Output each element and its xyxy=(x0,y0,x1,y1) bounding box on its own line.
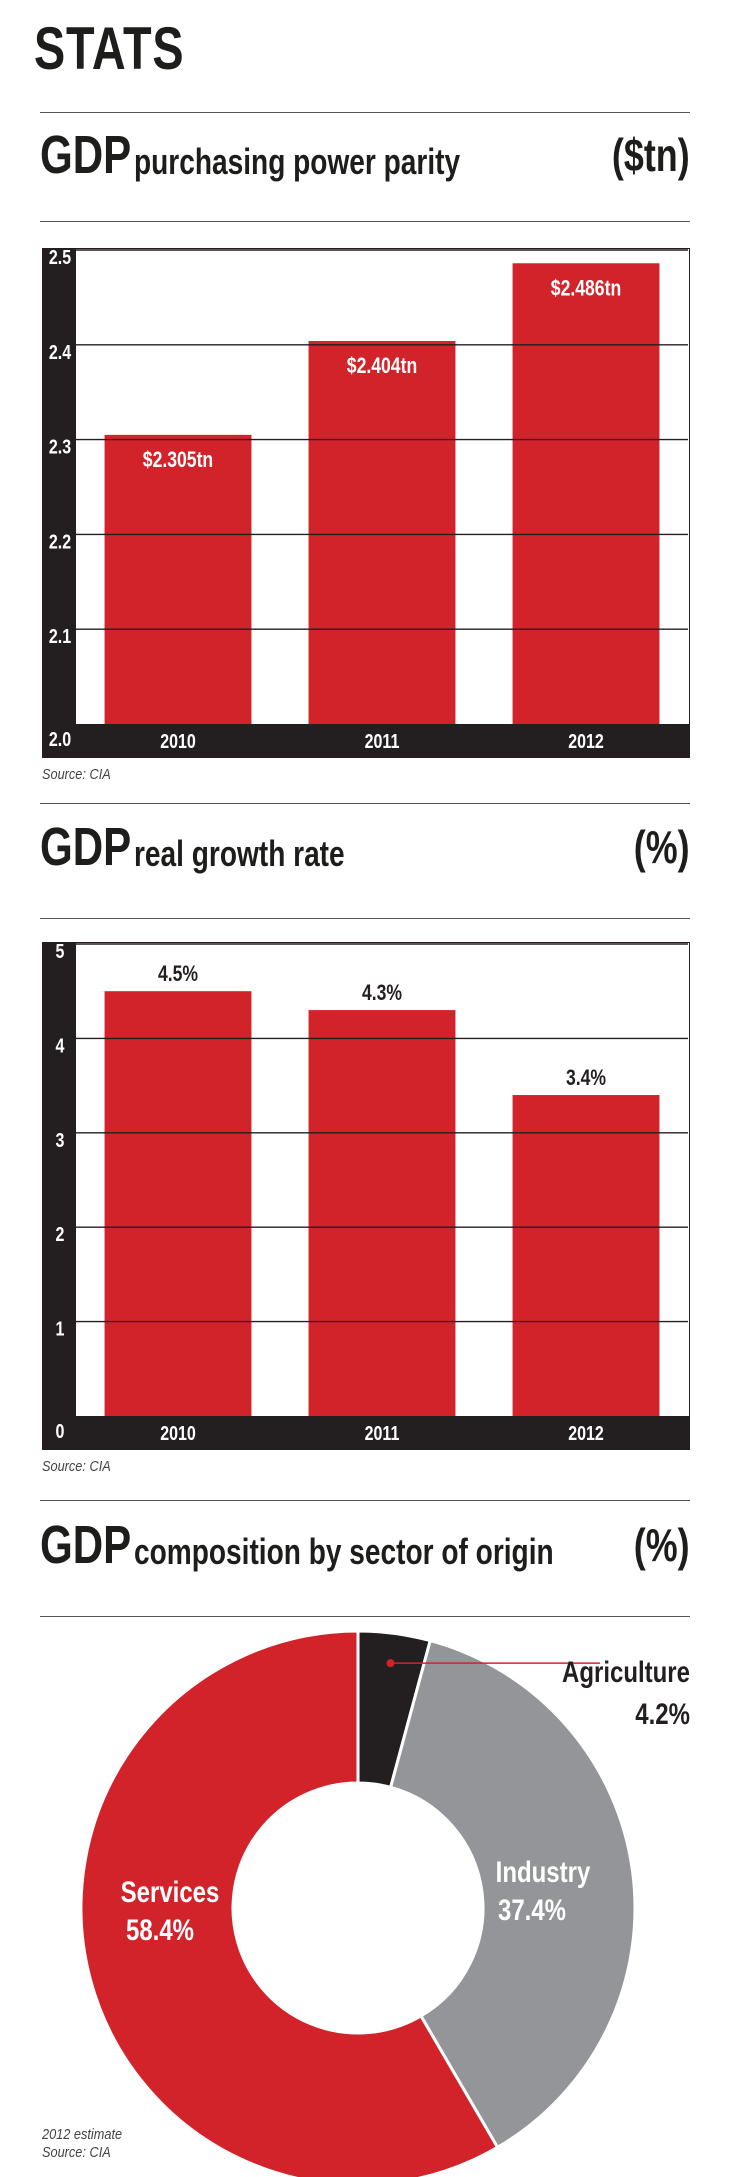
x-tick-label: 2011 xyxy=(365,730,400,752)
data-label: $2.305tn xyxy=(143,448,213,472)
bar-2012 xyxy=(512,1095,660,1416)
slice-industry xyxy=(388,1638,637,2150)
y-tick-label: 4 xyxy=(56,1035,65,1057)
y-tick-label: 5 xyxy=(56,942,65,962)
chart-heading-composition: GDP composition by sector of origin (%) xyxy=(40,1510,690,1580)
y-axis-strip xyxy=(42,942,76,1450)
source-note: 2012 estimate xyxy=(42,2126,123,2143)
source-ppp: Source: CIA xyxy=(42,766,111,783)
source-composition: Source: CIA xyxy=(42,2144,111,2161)
y-axis-strip xyxy=(42,248,76,758)
source-growth: Source: CIA xyxy=(42,1458,111,1475)
x-tick-label: 2012 xyxy=(568,730,604,752)
bar-2011 xyxy=(308,1010,456,1416)
y-tick-label: 0 xyxy=(56,1420,65,1442)
data-label: $2.404tn xyxy=(347,354,417,378)
slice-services xyxy=(79,1629,500,2177)
growth-bar-chart: 0 1 2 3 4 5 2010 2011 2012 4.5% 4.3% 3.4% xyxy=(42,942,690,1450)
divider xyxy=(40,803,690,804)
x-tick-label: 2011 xyxy=(365,1422,400,1444)
divider xyxy=(40,221,690,222)
y-tick-label: 1 xyxy=(56,1318,65,1340)
bar-2010 xyxy=(104,434,252,724)
bar-2010 xyxy=(104,991,252,1416)
bar-2011 xyxy=(308,341,456,724)
composition-donut-chart: Agriculture 4.2% Industry 37.4% Services 58.4… xyxy=(79,1629,690,2177)
industry-label: Industry xyxy=(496,1854,591,1888)
agriculture-label: Agriculture xyxy=(562,1654,690,1688)
heading-sub: purchasing power parity xyxy=(134,141,461,182)
data-label: 4.5% xyxy=(158,962,198,986)
page-title: STATS xyxy=(34,15,185,82)
chart-heading-growth: GDP real growth rate (%) xyxy=(40,812,690,882)
data-label: 4.3% xyxy=(362,981,402,1005)
agriculture-value: 4.2% xyxy=(635,1696,690,1730)
heading-unit: (%) xyxy=(634,821,690,873)
heading-sub: real growth rate xyxy=(134,833,345,874)
x-tick-label: 2010 xyxy=(160,730,196,752)
x-tick-label: 2012 xyxy=(568,1422,604,1444)
industry-value: 37.4% xyxy=(498,1892,566,1926)
heading-big: GDP xyxy=(40,817,132,877)
y-tick-label: 2.4 xyxy=(49,341,71,363)
heading-sub: composition by sector of origin xyxy=(134,1531,554,1572)
bar-2012 xyxy=(512,263,660,724)
x-axis-band xyxy=(42,1416,690,1450)
heading-unit: (%) xyxy=(634,1519,690,1571)
y-tick-label: 3 xyxy=(56,1129,65,1151)
heading-unit: ($tn) xyxy=(612,129,690,181)
heading-big: GDP xyxy=(40,125,132,185)
x-tick-label: 2010 xyxy=(160,1422,196,1444)
y-tick-label: 2.1 xyxy=(49,626,71,648)
data-label: 3.4% xyxy=(566,1066,606,1090)
y-tick-label: 2.0 xyxy=(49,728,71,750)
data-label: $2.486tn xyxy=(551,276,621,300)
y-tick-label: 2.5 xyxy=(49,248,71,268)
divider xyxy=(40,918,690,919)
y-tick-label: 2.3 xyxy=(49,436,71,458)
y-tick-label: 2.2 xyxy=(49,531,71,553)
divider xyxy=(40,1616,690,1617)
ppp-bar-chart: 2.0 2.1 2.2 2.3 2.4 2.5 2010 2011 2012 $2.305tn $2… xyxy=(42,248,690,758)
y-tick-label: 2 xyxy=(56,1224,65,1246)
services-value: 58.4% xyxy=(126,1912,194,1946)
divider xyxy=(40,1500,690,1501)
divider xyxy=(40,112,690,113)
x-axis-band xyxy=(42,724,690,758)
heading-big: GDP xyxy=(40,1515,132,1575)
chart-heading-ppp: GDP purchasing power parity ($tn) xyxy=(40,120,690,190)
services-label: Services xyxy=(121,1874,220,1908)
